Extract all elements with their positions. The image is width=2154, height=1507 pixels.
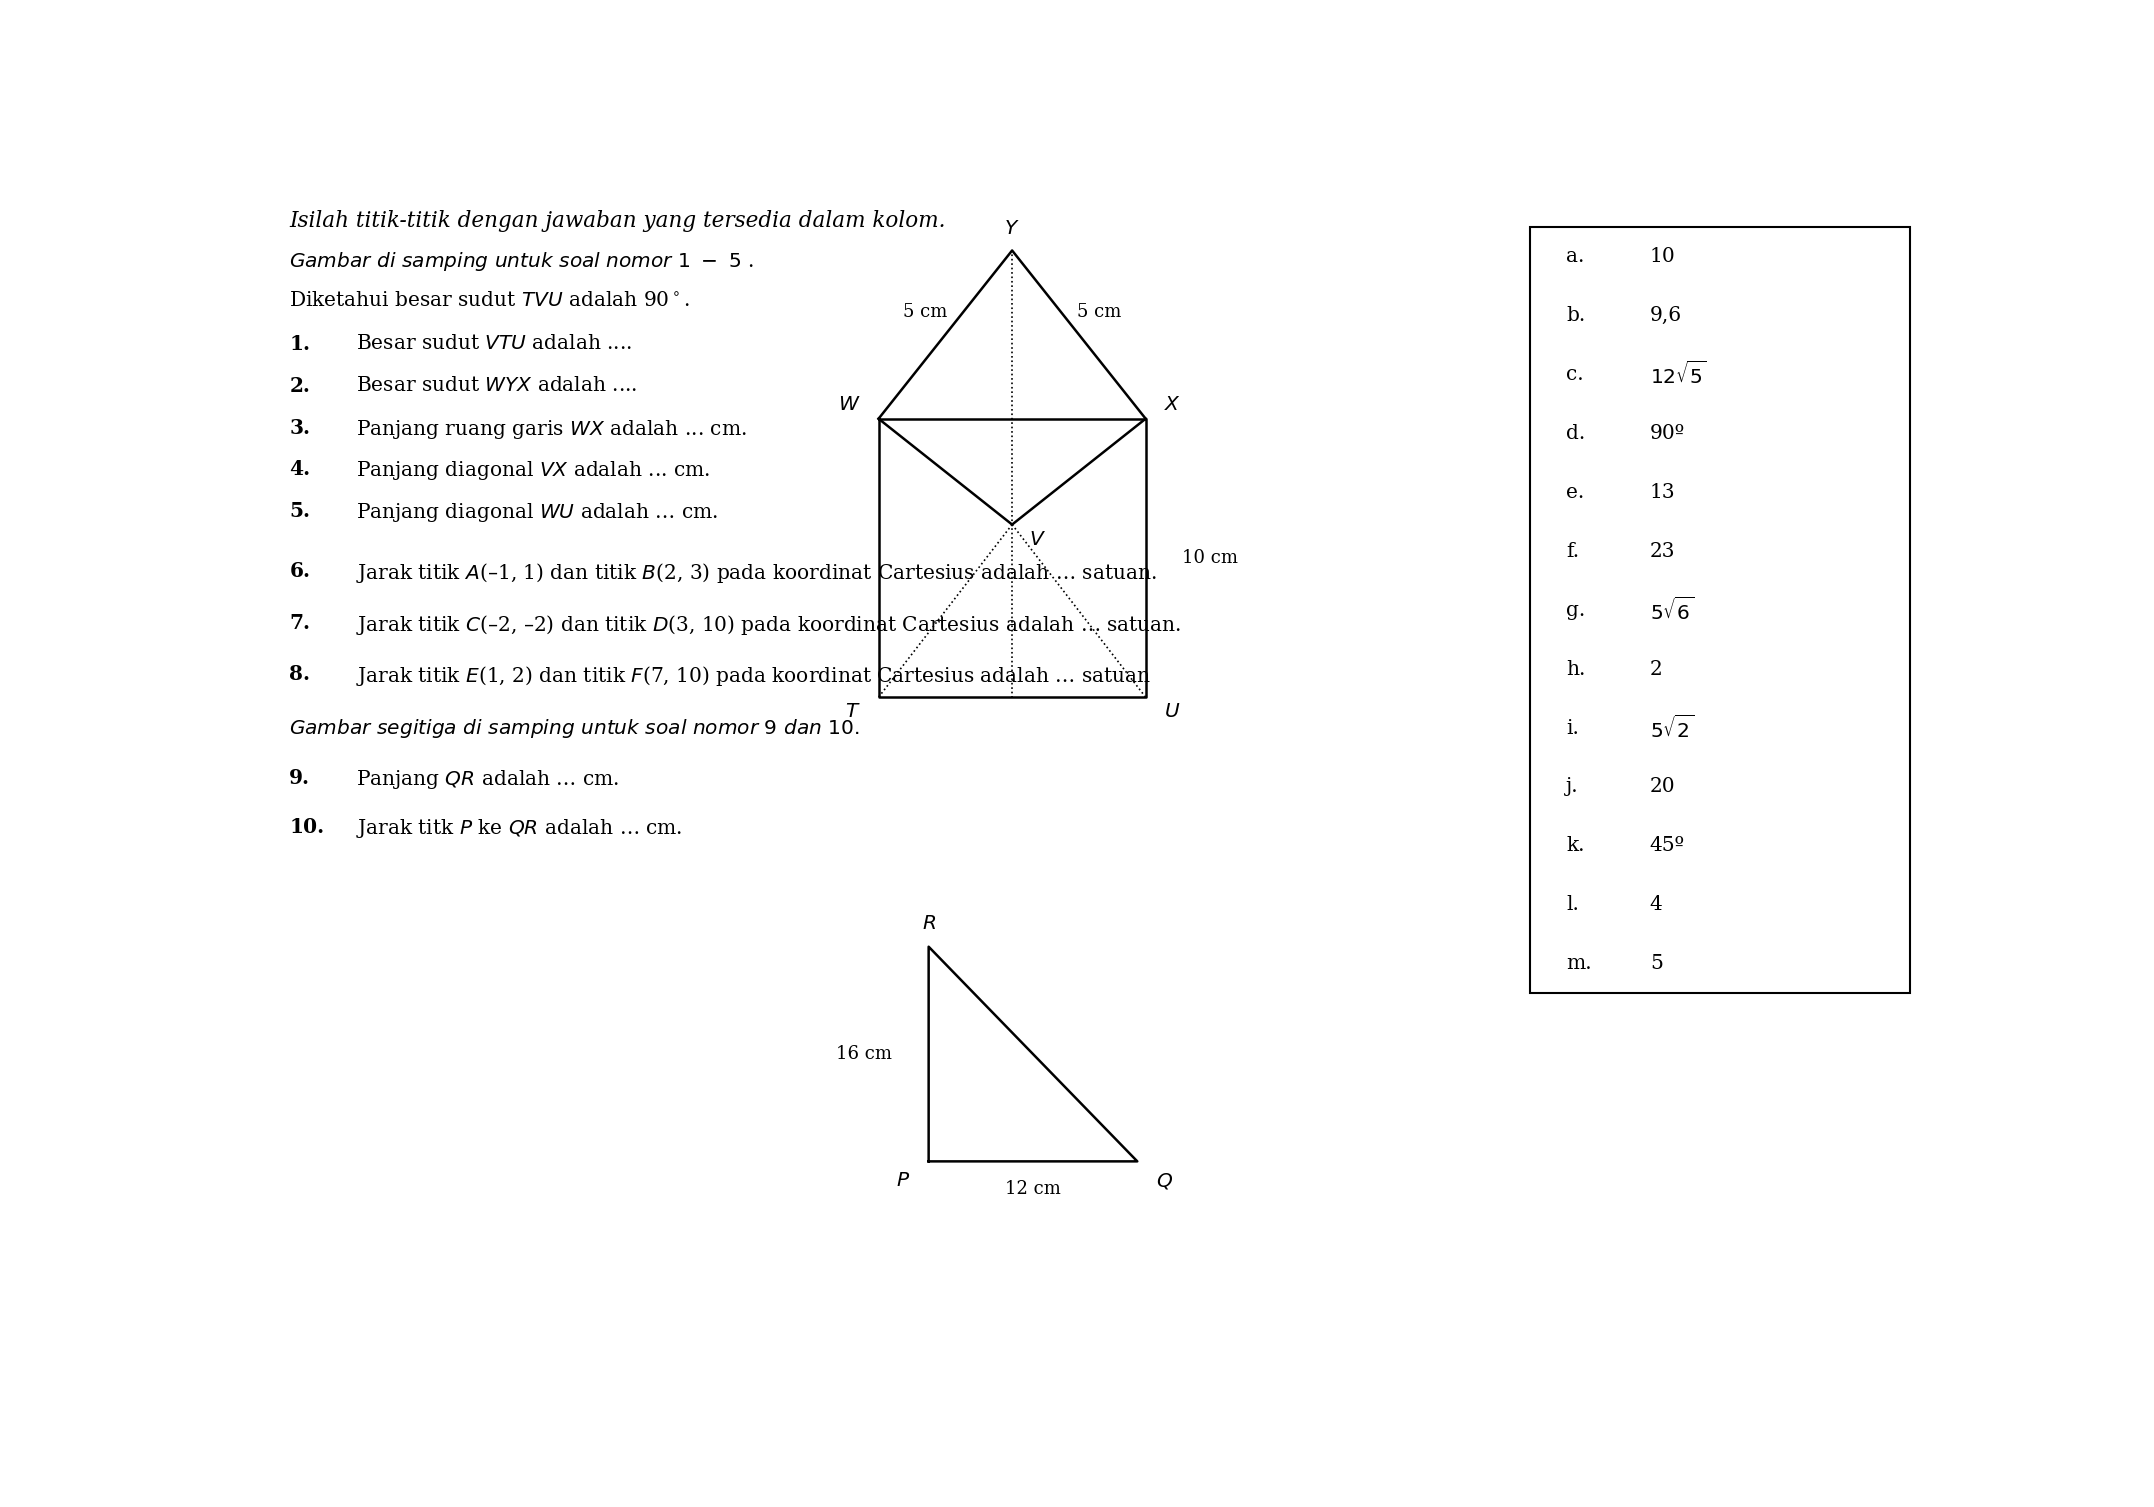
Text: Panjang $\mathit{QR}$ adalah … cm.: Panjang $\mathit{QR}$ adalah … cm.	[355, 769, 620, 791]
Text: a.: a.	[1566, 247, 1585, 267]
Text: k.: k.	[1566, 836, 1585, 856]
Text: 1.: 1.	[289, 335, 310, 354]
Text: 5 cm: 5 cm	[903, 303, 948, 321]
Text: 13: 13	[1650, 482, 1676, 502]
Text: f.: f.	[1566, 543, 1579, 561]
Text: Besar sudut $\mathit{VTU}$ adalah ....: Besar sudut $\mathit{VTU}$ adalah ....	[355, 335, 633, 353]
Text: 4: 4	[1650, 895, 1663, 915]
Text: m.: m.	[1566, 954, 1592, 974]
Text: c.: c.	[1566, 365, 1583, 384]
Text: $Y$: $Y$	[1004, 219, 1019, 238]
Text: $Q$: $Q$	[1157, 1171, 1172, 1191]
Text: $R$: $R$	[922, 913, 935, 933]
Text: 45º: 45º	[1650, 836, 1684, 856]
Text: 10 cm: 10 cm	[1183, 549, 1239, 567]
Text: 90º: 90º	[1650, 423, 1684, 443]
Text: Besar sudut $\mathit{WYX}$ adalah ....: Besar sudut $\mathit{WYX}$ adalah ....	[355, 375, 638, 395]
Text: 2: 2	[1650, 660, 1663, 678]
Text: l.: l.	[1566, 895, 1579, 915]
Text: e.: e.	[1566, 482, 1585, 502]
Text: i.: i.	[1566, 719, 1579, 737]
Text: Isilah titik-titik dengan jawaban yang tersedia dalam kolom.: Isilah titik-titik dengan jawaban yang t…	[289, 209, 946, 232]
Text: 10: 10	[1650, 247, 1676, 267]
Text: 16 cm: 16 cm	[836, 1044, 892, 1062]
Text: 20: 20	[1650, 778, 1676, 796]
Text: Panjang diagonal $\mathit{VX}$ adalah ... cm.: Panjang diagonal $\mathit{VX}$ adalah ..…	[355, 460, 711, 482]
Text: $12\sqrt{5}$: $12\sqrt{5}$	[1650, 360, 1706, 389]
Text: d.: d.	[1566, 423, 1585, 443]
Text: Jarak titik $\mathit{C}$(–2, –2) dan titik $\mathit{D}$(3, 10) pada koordinat Ca: Jarak titik $\mathit{C}$(–2, –2) dan tit…	[355, 612, 1180, 636]
Text: 4.: 4.	[289, 460, 310, 479]
Text: h.: h.	[1566, 660, 1585, 678]
Text: 2.: 2.	[289, 375, 310, 396]
Text: 5: 5	[1650, 954, 1663, 974]
Text: 5.: 5.	[289, 502, 310, 521]
Text: g.: g.	[1566, 601, 1585, 619]
Text: 8.: 8.	[289, 663, 310, 684]
Text: 23: 23	[1650, 543, 1676, 561]
Text: $W$: $W$	[838, 395, 859, 414]
Text: 12 cm: 12 cm	[1006, 1180, 1062, 1198]
Text: Panjang ruang garis $\mathit{WX}$ adalah ... cm.: Panjang ruang garis $\mathit{WX}$ adalah…	[355, 417, 747, 440]
Text: Diketahui besar sudut $\mathit{TVU}$ adalah 90$^\circ$.: Diketahui besar sudut $\mathit{TVU}$ ada…	[289, 291, 691, 310]
Text: 6.: 6.	[289, 562, 310, 582]
Text: $U$: $U$	[1163, 702, 1180, 720]
Text: 3.: 3.	[289, 417, 310, 437]
Text: Panjang diagonal $\mathit{WU}$ adalah … cm.: Panjang diagonal $\mathit{WU}$ adalah … …	[355, 502, 717, 524]
Text: 10.: 10.	[289, 817, 325, 836]
Text: $\it{Gambar\ segitiga\ di\ samping\ untuk\ soal\ nomor\ 9\ dan\ 10.}$: $\it{Gambar\ segitiga\ di\ samping\ untu…	[289, 717, 859, 740]
Text: $X$: $X$	[1163, 395, 1180, 414]
Text: j.: j.	[1566, 778, 1579, 796]
Text: $5\sqrt{2}$: $5\sqrt{2}$	[1650, 714, 1693, 741]
Text: $5\sqrt{6}$: $5\sqrt{6}$	[1650, 597, 1693, 624]
Text: $T$: $T$	[844, 702, 859, 720]
Text: 9,6: 9,6	[1650, 306, 1682, 326]
Text: 7.: 7.	[289, 612, 310, 633]
Text: $\it{Gambar\ di\ samping\ untuk\ soal\ nomor\ 1\ -\ 5}$ .: $\it{Gambar\ di\ samping\ untuk\ soal\ n…	[289, 250, 754, 273]
Text: b.: b.	[1566, 306, 1585, 326]
Text: Jarak titik $\mathit{E}$(1, 2) dan titik $\mathit{F}$(7, 10) pada koordinat Cart: Jarak titik $\mathit{E}$(1, 2) dan titik…	[355, 663, 1150, 687]
Text: Jarak titik $\mathit{A}$(–1, 1) dan titik $\mathit{B}$(2, 3) pada koordinat Cart: Jarak titik $\mathit{A}$(–1, 1) dan titi…	[355, 562, 1157, 585]
Text: 5 cm: 5 cm	[1077, 303, 1120, 321]
Text: Jarak titk $\mathit{P}$ ke $\mathit{QR}$ adalah … cm.: Jarak titk $\mathit{P}$ ke $\mathit{QR}$…	[355, 817, 683, 839]
Bar	[1529, 228, 1911, 993]
Text: $P$: $P$	[896, 1171, 911, 1189]
Text: $V$: $V$	[1030, 530, 1045, 550]
Text: 9.: 9.	[289, 769, 310, 788]
